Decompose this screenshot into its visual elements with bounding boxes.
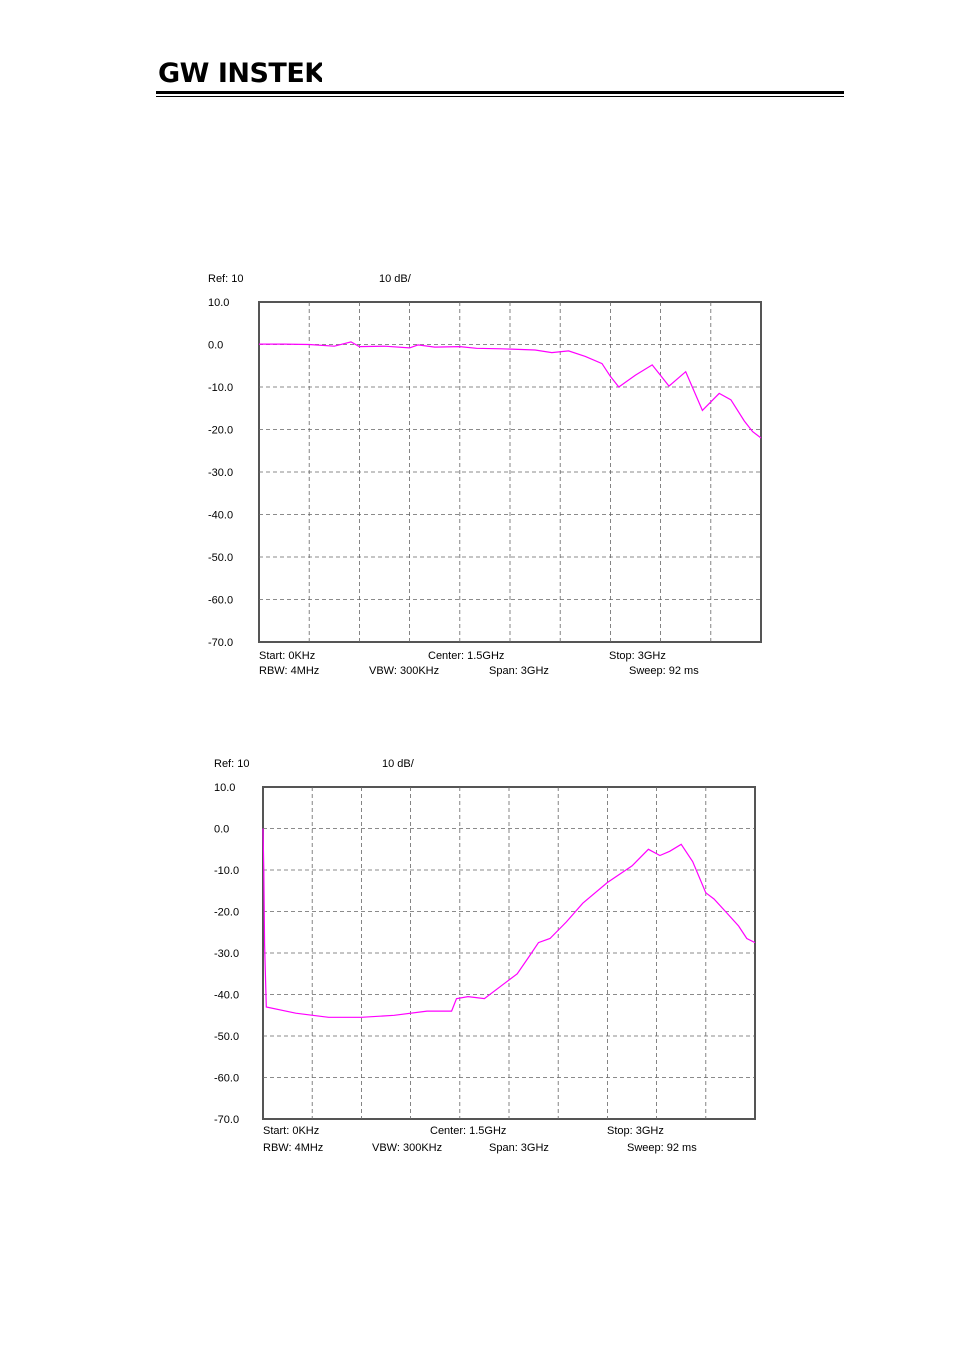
footer-stop: Stop: 3GHz <box>607 1125 664 1137</box>
footer-center: Center: 1.5GHz <box>428 650 504 662</box>
y-tick-label: -20.0 <box>214 907 239 919</box>
y-tick-label: -50.0 <box>214 1031 239 1043</box>
header-rule-thick <box>156 91 844 94</box>
ref-label: Ref: 10 <box>214 758 249 770</box>
y-tick-label: -60.0 <box>214 1073 239 1085</box>
y-tick-label: -10.0 <box>208 382 233 394</box>
scale-label: 10 dB/ <box>379 273 412 285</box>
y-tick-label: 0.0 <box>208 340 223 352</box>
spectrum-chart-1: Ref: 10 10 dB/ 10.0 0.0 -10.0 -20.0 -30.0 -40… <box>208 273 762 677</box>
grid-lines <box>263 787 755 1119</box>
y-tick-label: -40.0 <box>214 990 239 1002</box>
footer-sweep: Sweep: 92 ms <box>629 665 699 677</box>
brand-logo-text: GW INSTEK <box>158 58 322 88</box>
y-tick-labels: 10.0 0.0 -10.0 -20.0 -30.0 -40.0 -50.0 -60.0 -70… <box>214 782 239 1126</box>
trace-line <box>259 341 762 439</box>
y-tick-label: -70.0 <box>208 637 233 649</box>
header-rule-thin <box>156 96 844 97</box>
trace-line <box>262 828 756 1018</box>
y-tick-label: -30.0 <box>214 948 239 960</box>
footer-vbw: VBW: 300KHz <box>372 1142 442 1154</box>
ref-label: Ref: 10 <box>208 273 243 285</box>
footer-span: Span: 3GHz <box>489 665 549 677</box>
footer-rbw: RBW: 4MHz <box>259 665 319 677</box>
footer-sweep: Sweep: 92 ms <box>627 1142 697 1154</box>
footer-span: Span: 3GHz <box>489 1142 549 1154</box>
y-tick-label: -40.0 <box>208 510 233 522</box>
y-tick-label: -70.0 <box>214 1114 239 1126</box>
footer-rbw: RBW: 4MHz <box>263 1142 323 1154</box>
footer-vbw: VBW: 300KHz <box>369 665 439 677</box>
gw-instek-logo: GW INSTEK <box>158 58 322 88</box>
footer-start: Start: 0KHz <box>259 650 315 662</box>
footer-start: Start: 0KHz <box>263 1125 319 1137</box>
y-tick-label: 10.0 <box>214 782 235 794</box>
y-tick-label: 0.0 <box>214 824 229 836</box>
y-tick-labels: 10.0 0.0 -10.0 -20.0 -30.0 -40.0 -50.0 -60.0 -70… <box>208 297 233 649</box>
y-tick-label: 10.0 <box>208 297 229 309</box>
y-tick-label: -60.0 <box>208 595 233 607</box>
footer-center: Center: 1.5GHz <box>430 1125 506 1137</box>
grid-lines <box>259 302 761 642</box>
y-tick-label: -20.0 <box>208 425 233 437</box>
y-tick-label: -10.0 <box>214 865 239 877</box>
y-tick-label: -30.0 <box>208 467 233 479</box>
footer-stop: Stop: 3GHz <box>609 650 666 662</box>
scale-label: 10 dB/ <box>382 758 415 770</box>
spectrum-chart-2: Ref: 10 10 dB/ 10.0 0.0 -10.0 -20.0 -30.0 -40… <box>214 758 756 1154</box>
y-tick-label: -50.0 <box>208 552 233 564</box>
